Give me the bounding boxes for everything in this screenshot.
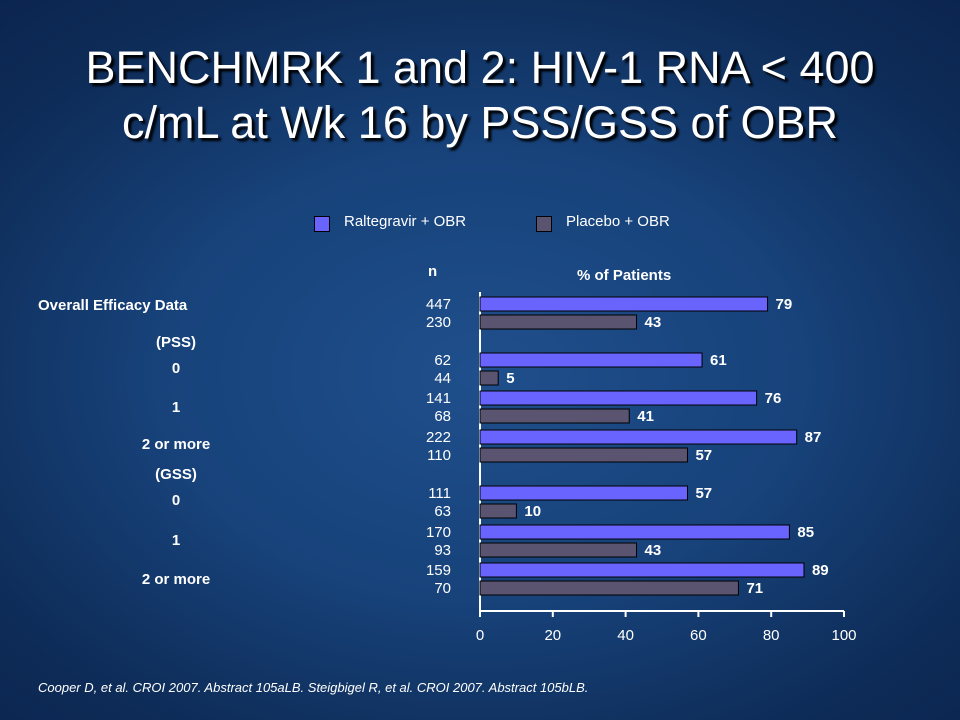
raltegravir-n-label: 159 [426, 562, 451, 579]
placebo-bar [479, 370, 499, 386]
raltegravir-value-label: 89 [812, 562, 829, 579]
x-tick-label: 60 [690, 627, 707, 644]
legend-label-raltegravir: Raltegravir + OBR [344, 213, 467, 230]
raltegravir-bar [479, 352, 703, 368]
row-label-gss-1: 1 [171, 532, 181, 549]
x-axis-title: % of Patients [577, 267, 672, 284]
title-line-2: c/mL at Wk 16 by PSS/GSS of OBR [121, 97, 839, 148]
slide-title: BENCHMRK 1 and 2: HIV-1 RNA < 400 c/mL a… [0, 40, 960, 150]
placebo-bar [479, 503, 517, 519]
raltegravir-value-label: 87 [805, 429, 822, 446]
citation-footnote: Cooper D, et al. CROI 2007. Abstract 105… [38, 680, 589, 695]
placebo-value-label: 57 [695, 447, 712, 464]
placebo-value-label: 43 [645, 542, 662, 559]
legend-label-placebo: Placebo + OBR [566, 213, 670, 230]
placebo-bar [479, 408, 630, 424]
row-label-pss-2-or-more: 2 or more [141, 436, 211, 453]
placebo-n-label: 230 [426, 314, 451, 331]
raltegravir-n-label: 111 [428, 485, 451, 502]
gss-group-label: (GSS) [155, 466, 197, 483]
raltegravir-n-label: 141 [426, 390, 451, 407]
raltegravir-bar [479, 562, 805, 578]
placebo-value-label: 43 [645, 314, 662, 331]
placebo-value-label: 5 [506, 370, 514, 387]
n-column-header: n [428, 263, 438, 280]
placebo-n-label: 70 [434, 580, 451, 597]
x-tick-label: 0 [476, 627, 484, 644]
placebo-n-label: 44 [434, 370, 451, 387]
placebo-bar [479, 447, 688, 463]
x-tick-label: 40 [617, 627, 634, 644]
placebo-bar [479, 314, 638, 330]
placebo-value-label: 41 [637, 408, 654, 425]
placebo-value-label: 71 [746, 580, 763, 597]
placebo-value-label: 10 [524, 503, 541, 520]
row-label-gss-0: 0 [171, 492, 181, 509]
raltegravir-bar [479, 524, 790, 540]
x-tick-label: 80 [763, 627, 780, 644]
raltegravir-value-label: 61 [710, 352, 727, 369]
legend-swatch-raltegravir [314, 216, 330, 232]
raltegravir-bar [479, 296, 769, 312]
raltegravir-value-label: 85 [797, 524, 814, 541]
raltegravir-bar [479, 485, 688, 501]
placebo-bar [479, 580, 739, 596]
raltegravir-value-label: 76 [765, 390, 782, 407]
placebo-bar [479, 542, 638, 558]
raltegravir-n-label: 447 [426, 296, 451, 313]
row-label-gss-2-or-more: 2 or more [141, 571, 211, 588]
raltegravir-bar [479, 429, 798, 445]
x-tick-label: 20 [544, 627, 561, 644]
title-line-1: BENCHMRK 1 and 2: HIV-1 RNA < 400 [85, 42, 875, 93]
placebo-n-label: 110 [427, 447, 451, 464]
x-tick-label: 100 [831, 627, 856, 644]
raltegravir-value-label: 57 [695, 485, 712, 502]
raltegravir-n-label: 170 [426, 524, 451, 541]
pss-group-label: (PSS) [155, 334, 197, 351]
placebo-n-label: 63 [434, 503, 451, 520]
row-label-pss-0: 0 [171, 360, 181, 377]
row-label-pss-1: 1 [171, 399, 181, 416]
overall-efficacy-label: Overall Efficacy Data [38, 297, 188, 314]
raltegravir-value-label: 79 [776, 296, 793, 313]
placebo-n-label: 68 [434, 408, 451, 425]
raltegravir-n-label: 222 [426, 429, 451, 446]
raltegravir-n-label: 62 [434, 352, 451, 369]
raltegravir-bar [479, 390, 758, 406]
legend-swatch-placebo [536, 216, 552, 232]
placebo-n-label: 93 [434, 542, 451, 559]
